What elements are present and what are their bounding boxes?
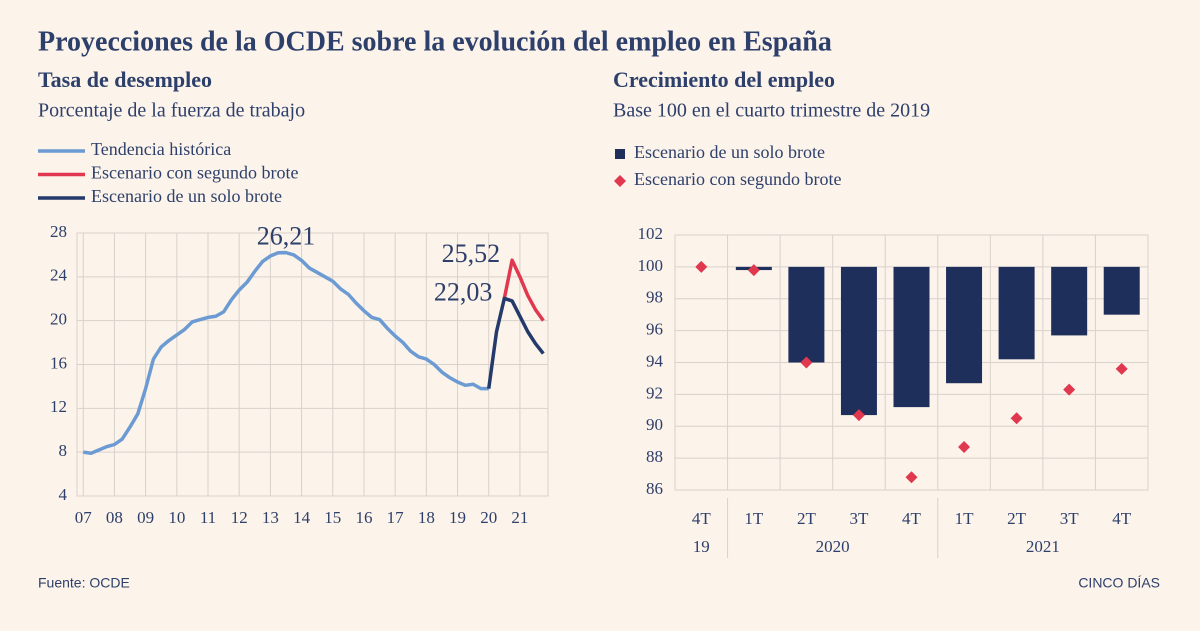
y-tick-label: 88 — [646, 447, 663, 466]
source: Fuente: OCDE — [38, 575, 130, 591]
x-tick-label: 2T — [797, 509, 817, 528]
chart-title: Crecimiento del empleo — [613, 67, 835, 92]
legend-label: Escenario de un solo brote — [91, 186, 282, 206]
legend-swatch — [615, 149, 625, 159]
line-series — [82, 250, 489, 456]
scatter-point — [852, 409, 865, 422]
x-tick-label: 10 — [168, 508, 185, 527]
x-tick-label: 13 — [262, 508, 279, 527]
bar — [1103, 266, 1140, 315]
x-tick-label: 07 — [75, 508, 93, 527]
line-series — [502, 258, 545, 322]
x-tick-label: 4T — [692, 509, 712, 528]
chart-subtitle: Base 100 en el cuarto trimestre de 2019 — [613, 100, 930, 122]
x-tick-label: 4T — [1112, 509, 1132, 528]
y-tick-label: 96 — [646, 320, 663, 339]
line-series — [487, 296, 545, 389]
y-tick-label: 4 — [59, 485, 68, 504]
x-tick-label: 17 — [387, 508, 405, 527]
y-tick-label: 98 — [646, 288, 663, 307]
y-tick-label: 94 — [646, 351, 664, 370]
y-tick-label: 90 — [646, 415, 663, 434]
scatter-point — [1010, 412, 1023, 425]
value-label: 26,21 — [257, 222, 316, 251]
scatter-point — [905, 471, 918, 484]
scatter-point — [747, 264, 760, 277]
credit: CINCO DÍAS — [1078, 575, 1160, 591]
x-tick-label: 14 — [293, 508, 311, 527]
chart-title: Tasa de desempleo — [38, 67, 212, 92]
x-tick-label: 1T — [744, 509, 764, 528]
legend-label: Escenario con segundo brote — [634, 169, 841, 189]
legend-swatch — [614, 175, 626, 187]
y-tick-label: 92 — [646, 383, 663, 402]
x-group-label: 2021 — [1026, 537, 1060, 556]
x-tick-label: 18 — [418, 508, 435, 527]
value-label: 22,03 — [434, 277, 493, 306]
chart-subtitle: Porcentaje de la fuerza de trabajo — [38, 100, 305, 122]
x-group-label: 19 — [693, 537, 710, 556]
x-tick-label: 15 — [324, 508, 341, 527]
page-title: Proyecciones de la OCDE sobre la evoluci… — [38, 26, 832, 57]
legend-label: Escenario con segundo brote — [91, 163, 298, 183]
y-tick-label: 100 — [638, 256, 664, 275]
legend-label: Tendencia histórica — [91, 139, 231, 159]
scatter-point — [1115, 362, 1128, 375]
x-tick-label: 09 — [137, 508, 154, 527]
value-label: 25,52 — [442, 239, 501, 268]
scatter-point — [800, 356, 813, 369]
bar — [893, 266, 930, 408]
y-tick-label: 28 — [50, 222, 67, 241]
bar — [998, 266, 1035, 360]
bar — [840, 266, 877, 416]
bar — [946, 266, 983, 384]
x-tick-label: 08 — [106, 508, 123, 527]
scatter-point — [1063, 383, 1076, 396]
y-tick-label: 86 — [646, 479, 663, 498]
plot-frame — [674, 234, 1149, 491]
y-tick-label: 8 — [59, 441, 68, 460]
legend-label: Escenario de un solo brote — [634, 142, 825, 162]
y-tick-label: 102 — [638, 224, 664, 243]
x-tick-label: 12 — [231, 508, 248, 527]
x-tick-label: 3T — [1060, 509, 1080, 528]
bar — [788, 266, 825, 363]
x-tick-label: 16 — [355, 508, 372, 527]
x-tick-label: 4T — [902, 509, 922, 528]
plot-frame — [76, 232, 549, 497]
x-tick-label: 19 — [449, 508, 466, 527]
y-tick-label: 12 — [50, 397, 67, 416]
bar — [1051, 266, 1088, 336]
x-tick-label: 11 — [200, 508, 216, 527]
y-tick-label: 16 — [50, 353, 67, 372]
scatter-point — [695, 260, 708, 273]
y-tick-label: 20 — [50, 310, 67, 329]
x-tick-label: 2T — [1007, 509, 1027, 528]
scatter-point — [958, 440, 971, 453]
x-tick-label: 3T — [849, 509, 869, 528]
x-tick-label: 20 — [480, 508, 497, 527]
y-tick-label: 24 — [50, 266, 68, 285]
x-group-label: 2020 — [816, 537, 850, 556]
x-tick-label: 1T — [955, 509, 975, 528]
x-tick-label: 21 — [511, 508, 528, 527]
